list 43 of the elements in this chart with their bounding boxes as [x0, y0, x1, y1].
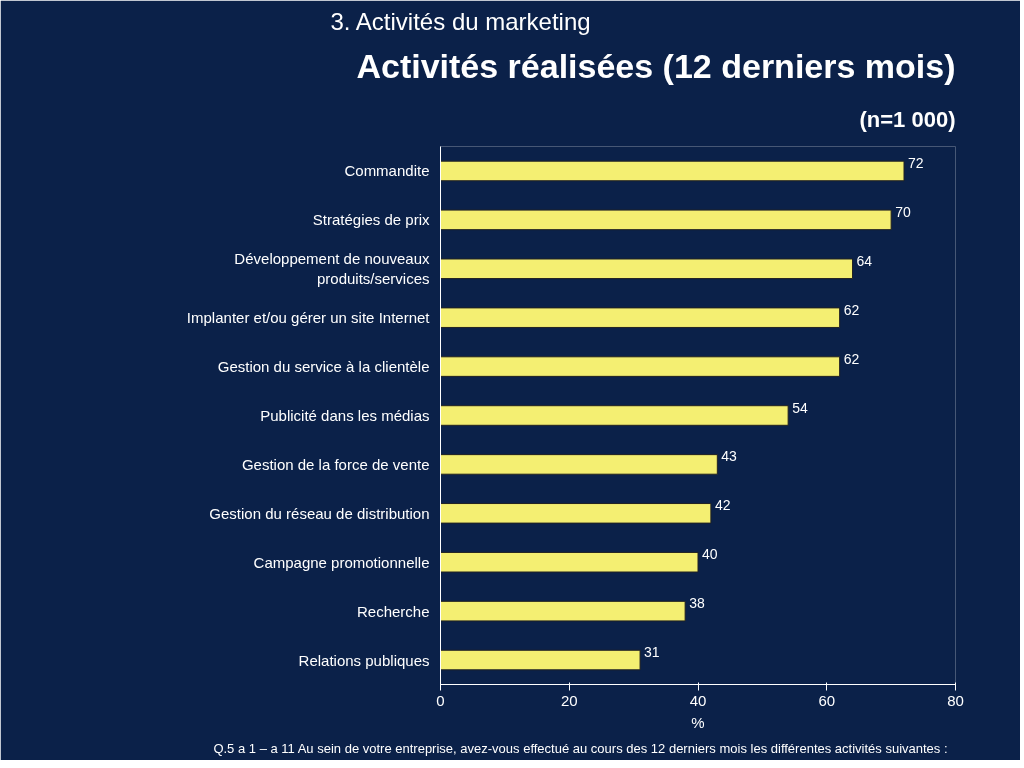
data-label: 64 — [856, 252, 873, 269]
x-tick-label: 40 — [689, 691, 707, 709]
bar — [440, 258, 853, 280]
text: 3. Activités du marketing — [330, 7, 591, 35]
y-tick-label: Campagne promotionnelle — [253, 553, 430, 571]
data-label: 72 — [908, 154, 924, 171]
data-label: 43 — [721, 448, 738, 465]
bar — [440, 405, 789, 426]
x-tick-label: 80 — [947, 691, 964, 709]
bar — [440, 454, 718, 475]
y-tick-label: Relations publiques — [298, 651, 430, 669]
x-tick-label: 0 — [436, 691, 445, 709]
bar — [440, 551, 699, 573]
x-tick-label: 60 — [818, 691, 836, 709]
chart-subtitle: (n=1 000) — [859, 106, 956, 132]
text: Q.5 a 1 – a 11 Au sein de votre entreprise, avez-vous effectué au cours des 12 derniers mois les différentes activités suivantes : — [213, 740, 948, 756]
data-label: 40 — [702, 546, 718, 563]
bar — [440, 649, 641, 671]
bar — [440, 209, 892, 231]
y-tick-label: Recherche — [356, 602, 430, 620]
y-tick-label: Commandite — [344, 162, 430, 180]
bar — [440, 160, 905, 182]
data-label: 70 — [895, 203, 911, 220]
data-label: 38 — [689, 595, 705, 612]
y-tick-label: Gestion du réseau de distribution — [209, 504, 430, 522]
bar — [440, 503, 712, 524]
y-tick-label: Implanter et/ou gérer un site Internet — [186, 309, 431, 327]
data-label: 31 — [644, 644, 660, 661]
bar — [440, 356, 841, 377]
x-tick-label: 20 — [560, 691, 578, 709]
bar — [440, 307, 841, 328]
data-label: 62 — [843, 350, 860, 367]
bar — [440, 600, 686, 622]
y-tick-label: Publicité dans les médias — [260, 407, 430, 424]
y-tick-label: Gestion du service à la clientèle — [217, 358, 430, 376]
y-tick-label: Stratégies de prix — [312, 211, 430, 229]
data-label: 54 — [792, 399, 808, 416]
data-label: 62 — [843, 301, 860, 318]
x-axis-title: % — [691, 713, 705, 731]
chart-title: Activités réalisées (12 derniers mois) — [356, 46, 956, 85]
data-label: 42 — [714, 497, 731, 514]
y-tick-label: Gestion de la force de vente — [241, 455, 430, 473]
y-tick-label: Développement de nouveaux produits/services — [234, 250, 430, 288]
